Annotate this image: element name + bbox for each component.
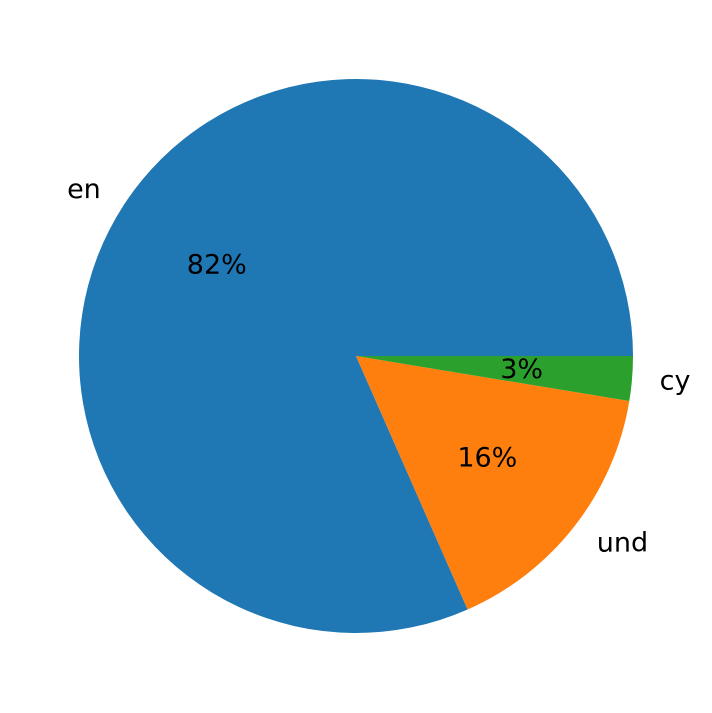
pie-slice-en xyxy=(78,79,633,633)
pie-slices xyxy=(78,79,633,633)
slice-pct-label-und: 16% xyxy=(457,442,517,473)
slice-pct-label-cy: 3% xyxy=(500,354,543,385)
slice-pct-label-en: 82% xyxy=(187,250,247,281)
slice-label-en: en xyxy=(67,174,101,205)
pie-labels: en 82% und 16% cy 3% xyxy=(67,174,690,558)
slice-label-und: und xyxy=(597,527,648,558)
pie-slice-cy xyxy=(356,356,633,402)
slice-label-cy: cy xyxy=(660,365,691,396)
pie-slice-und xyxy=(356,356,630,610)
